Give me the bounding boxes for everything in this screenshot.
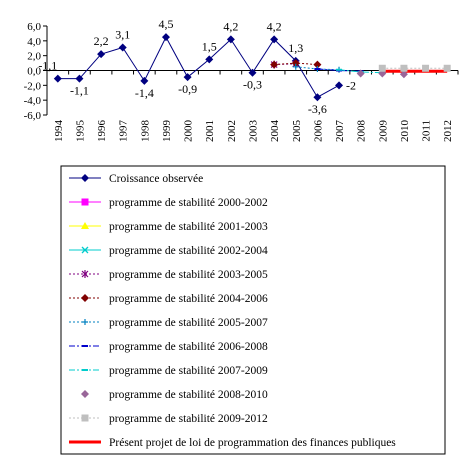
series-point — [335, 81, 344, 90]
legend-item-label: Présent projet de loi de programmation d… — [109, 437, 396, 449]
data-label: -0,3 — [243, 78, 262, 92]
legend-item-label: programme de stabilité 2006-2008 — [109, 341, 268, 353]
x-tick-label: 2002 — [226, 120, 238, 142]
data-label: -2 — [346, 78, 356, 92]
x-tick-label: 1995 — [74, 120, 86, 143]
series-point — [140, 76, 149, 85]
series-point — [292, 63, 299, 70]
x-tick-label: 1999 — [161, 120, 173, 143]
series-point — [270, 35, 279, 44]
x-tick-label: 1996 — [96, 120, 108, 143]
data-label: 4,2 — [267, 19, 282, 33]
legend-swatch-marker — [81, 198, 89, 206]
x-tick-label: 2001 — [204, 120, 216, 142]
series-point — [399, 70, 408, 79]
x-tick-label: 2009 — [377, 120, 389, 143]
series-point — [422, 64, 430, 72]
series-point — [443, 64, 451, 72]
y-tick-label: 4,0 — [27, 36, 41, 48]
data-label: -0,9 — [178, 82, 197, 96]
x-tick-label: 1997 — [118, 120, 130, 143]
legend-item-label: Croissance observée — [109, 173, 203, 185]
series-point — [378, 64, 386, 72]
x-tick-label: 2010 — [399, 120, 411, 143]
series-point — [183, 73, 192, 82]
series-point — [400, 64, 408, 72]
x-tick-label: 2007 — [334, 120, 346, 143]
series-point — [118, 43, 127, 52]
data-label: 4,5 — [158, 17, 173, 31]
series-point — [226, 35, 235, 44]
x-tick-label: 2012 — [442, 120, 454, 142]
data-label: -1,4 — [135, 86, 154, 100]
x-tick-label: 2000 — [183, 120, 195, 143]
x-tick-label: 2003 — [248, 120, 260, 143]
series-point — [291, 59, 300, 68]
series-point — [75, 74, 84, 83]
data-label: -1,1 — [70, 84, 89, 98]
x-tick-label: 2008 — [356, 120, 368, 143]
series-markers — [53, 33, 451, 102]
data-label: 1,5 — [202, 39, 217, 53]
series-point — [248, 68, 257, 77]
x-tick-label: 2004 — [269, 120, 281, 143]
y-tick-label: 2,0 — [27, 51, 41, 63]
y-tick-label: 6,0 — [27, 21, 41, 33]
series-point — [313, 93, 322, 102]
legend-item-label: programme de stabilité 2009-2012 — [109, 413, 268, 425]
data-label: 1,3 — [288, 41, 303, 55]
legend-item-label: programme de stabilité 2005-2007 — [109, 317, 268, 329]
series-point — [53, 74, 62, 83]
legend-swatch-marker — [81, 222, 89, 229]
y-tick-labels: 6,0 4,0 2,0 0,0 -2,0 -4,0 -6,0 — [24, 21, 42, 122]
y-tick-label: -4,0 — [24, 95, 42, 107]
series-point — [356, 69, 365, 78]
y-tick-label: -2,0 — [24, 80, 42, 92]
x-tick-labels: 1994 1995 1996 1997 1998 1999 2000 2001 2002 2003… — [53, 120, 454, 143]
x-tick-label: 2006 — [312, 120, 324, 143]
legend-item-label: programme de stabilité 2008-2010 — [109, 389, 268, 401]
legend-item-label: programme de stabilité 2003-2005 — [109, 269, 268, 281]
data-labels: -1,1 -1,1 2,2 3,1 -1,4 4,5 -0,9 1,5 4,2 -0,3 4,2 1,… — [38, 17, 356, 116]
legend-item-label: programme de stabilité 2002-2004 — [109, 245, 268, 257]
series-point — [270, 60, 279, 69]
data-label: 2,2 — [94, 34, 109, 48]
legend-swatch-marker — [81, 390, 89, 398]
series-point — [313, 60, 322, 69]
legend-swatch-marker — [82, 319, 88, 325]
data-label: 4,2 — [223, 19, 238, 33]
series-point — [97, 50, 106, 59]
data-label: -3,6 — [308, 102, 327, 116]
legend-swatch-marker — [81, 294, 89, 302]
legend-swatch-marker — [81, 174, 89, 182]
legend-swatch-marker — [81, 270, 89, 278]
y-tick-label: -6,0 — [24, 110, 42, 122]
series-point — [161, 33, 170, 42]
legend: Croissance observée programme de stabilit… — [60, 165, 446, 455]
legend-box — [60, 165, 446, 455]
data-label: 3,1 — [115, 28, 130, 42]
x-tick-label: 1994 — [53, 120, 65, 143]
y-tick-label: 0,0 — [27, 66, 41, 78]
legend-swatch-marker — [81, 246, 89, 254]
legend-item-label: programme de stabilité 2000-2002 — [109, 197, 268, 209]
legend-item-label: programme de stabilité 2007-2009 — [109, 365, 268, 377]
x-tick-label: 2011 — [421, 120, 433, 142]
series-point — [205, 55, 214, 64]
legend-swatch-marker — [81, 414, 89, 422]
legend-item-label: programme de stabilité 2001-2003 — [109, 221, 268, 233]
data-label: -1,1 — [38, 59, 57, 73]
series-line-0 — [57, 36, 340, 98]
legend-item-label: programme de stabilité 2004-2006 — [109, 293, 268, 305]
x-tick-label: 2005 — [291, 120, 303, 143]
x-tick-label: 1998 — [139, 120, 151, 143]
